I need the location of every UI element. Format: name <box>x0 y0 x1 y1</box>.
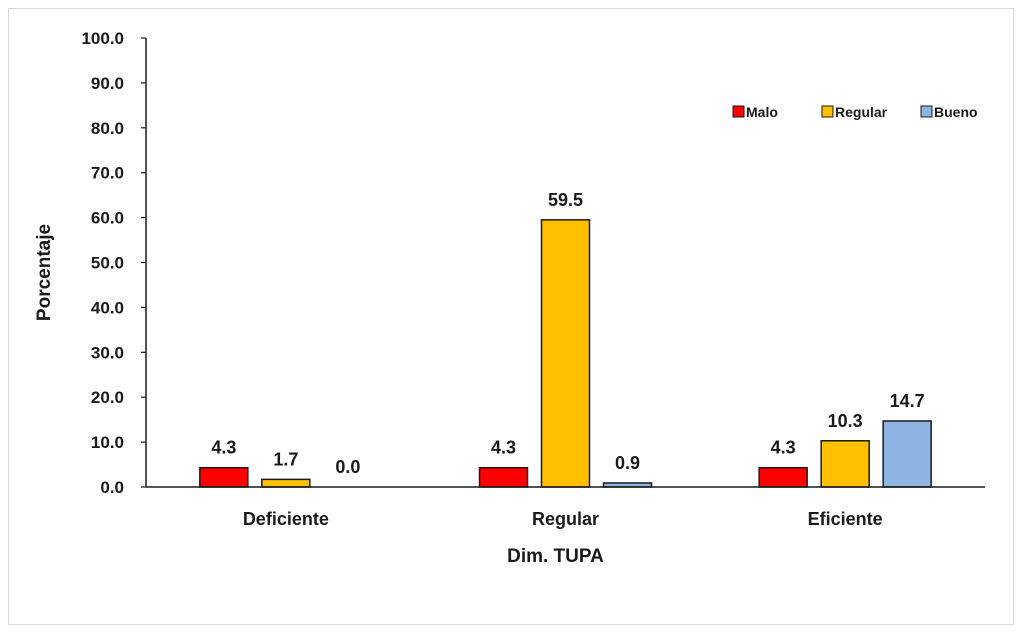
data-label: 4.3 <box>491 438 516 458</box>
y-tick-label: 100.0 <box>81 29 124 48</box>
data-label: 1.7 <box>273 449 298 469</box>
bar-regular-regular <box>540 219 591 488</box>
y-tick-label: 10.0 <box>91 433 124 452</box>
y-tick-label: 80.0 <box>91 119 124 138</box>
data-label: 0.9 <box>615 453 640 473</box>
data-label: 4.3 <box>211 438 236 458</box>
y-tick-label: 30.0 <box>91 343 124 362</box>
bar-malo-deficiente <box>199 466 249 488</box>
x-category-label: Eficiente <box>808 509 883 529</box>
data-label: 4.3 <box>771 438 796 458</box>
y-tick-label: 50.0 <box>91 254 124 273</box>
bar-malo-regular <box>478 466 529 488</box>
bars <box>199 219 932 488</box>
legend-label-malo: Malo <box>746 104 778 120</box>
y-axis-title: Porcentaje <box>34 224 55 321</box>
bar-regular-eficiente <box>820 440 870 488</box>
data-label: 14.7 <box>890 391 925 411</box>
x-axis-title: Dim. TUPA <box>507 546 604 567</box>
data-label: 10.3 <box>828 411 863 431</box>
data-labels: 4.3 1.7 0.0 4.3 59.5 0.9 4.3 10.3 14.7 <box>211 190 924 477</box>
data-label: 0.0 <box>335 457 360 477</box>
legend-swatch-regular <box>821 105 834 118</box>
y-tick-label: 60.0 <box>91 209 124 228</box>
y-tick-label: 0.0 <box>100 478 124 497</box>
chart-frame <box>8 8 1014 625</box>
y-tick-label: 70.0 <box>91 164 124 183</box>
legend-swatch-bueno <box>920 105 933 118</box>
x-axis-categories: Deficiente Regular Eficiente <box>243 509 883 529</box>
legend-swatch-malo <box>732 105 745 118</box>
data-label: 59.5 <box>548 190 583 210</box>
x-category-label: Deficiente <box>243 509 329 529</box>
y-tick-label: 40.0 <box>91 298 124 317</box>
y-tick-label: 20.0 <box>91 388 124 407</box>
bar-regular-deficiente <box>261 478 311 488</box>
legend-label-regular: Regular <box>835 104 888 120</box>
bar-bueno-eficiente <box>882 420 932 488</box>
legend: Malo Regular Bueno <box>732 104 978 120</box>
bar-malo-eficiente <box>758 466 808 488</box>
legend-label-bueno: Bueno <box>934 104 978 120</box>
y-tick-label: 90.0 <box>91 74 124 93</box>
x-category-label: Regular <box>532 509 599 529</box>
y-axis-ticks: 0.0 10.0 20.0 30.0 40.0 50.0 60.0 70.0 80.0 90.0 1… <box>81 29 146 497</box>
